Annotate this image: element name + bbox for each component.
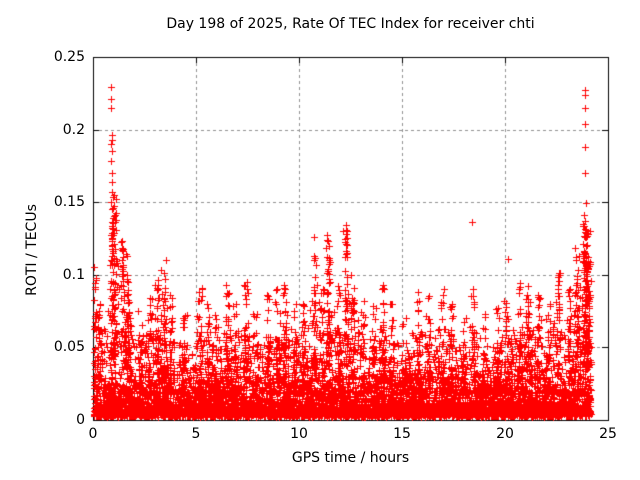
chart-title: Day 198 of 2025, Rate Of TEC Index for r… (166, 16, 535, 32)
y-tick-label: 0 (76, 411, 85, 428)
y-tick-label: 0.2 (62, 121, 85, 138)
y-tick-label: 0.25 (53, 49, 85, 65)
x-tick-label: 25 (599, 426, 617, 442)
x-tick-label: 5 (191, 426, 201, 442)
y-tick-label: 0.1 (62, 266, 85, 283)
x-axis-label: GPS time / hours (291, 450, 410, 466)
y-tick-label: 0.05 (53, 339, 85, 355)
x-tick-label: 15 (393, 426, 411, 442)
y-axis-label: ROTI / TECUs (24, 204, 40, 296)
y-tick-label: 0.15 (53, 194, 85, 210)
x-tick-label: 20 (496, 426, 514, 442)
x-tick-label: 0 (88, 426, 98, 442)
x-tick-label: 10 (290, 426, 308, 442)
